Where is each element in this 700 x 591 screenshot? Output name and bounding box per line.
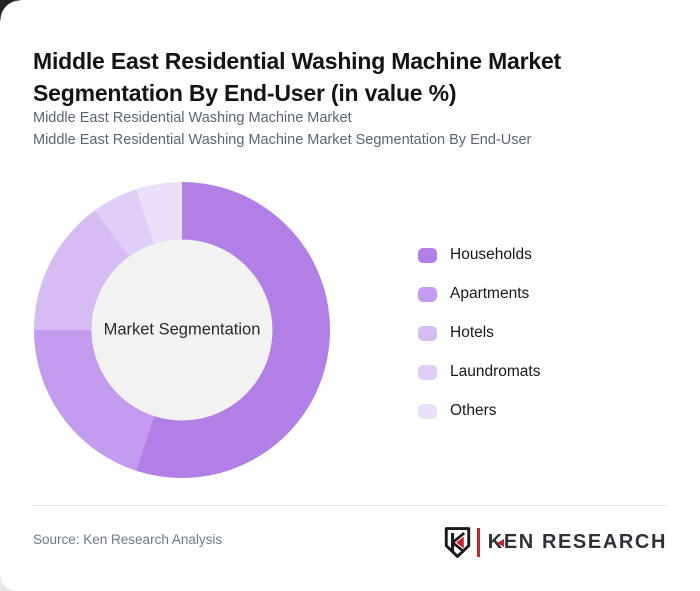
legend-label: Hotels bbox=[450, 324, 494, 341]
legend-label: Others bbox=[450, 402, 497, 419]
logo-red-triangle-icon bbox=[497, 538, 505, 547]
ken-research-shield-icon bbox=[444, 526, 471, 559]
page-title-line2: Segmentation By End-User (in value %) bbox=[33, 80, 457, 107]
legend-swatch bbox=[418, 403, 437, 419]
logo-wordmark: K EN RESEARCH bbox=[488, 531, 667, 554]
logo-divider-bar bbox=[476, 528, 480, 557]
window-corner-top-left bbox=[0, 0, 20, 20]
donut-center-label: Market Segmentation bbox=[103, 320, 261, 339]
chart-legend: Households Apartments Hotels Laundromats… bbox=[418, 246, 541, 442]
legend-item: Households bbox=[418, 246, 540, 263]
legend-swatch bbox=[418, 286, 437, 302]
logo-rest-letters: EN RESEARCH bbox=[503, 531, 667, 553]
legend-swatch bbox=[418, 325, 437, 341]
ken-research-logo: K EN RESEARCH bbox=[444, 526, 667, 559]
legend-item: Apartments bbox=[418, 285, 540, 302]
donut-center: Market Segmentation bbox=[91, 239, 273, 421]
legend-label: Laundromats bbox=[450, 363, 541, 380]
page-title: Middle East Residential Washing Machine … bbox=[33, 45, 673, 109]
chart-subtitle: Middle East Residential Washing Machine … bbox=[33, 108, 673, 151]
chart-subtitle-line1: Middle East Residential Washing Machine … bbox=[33, 110, 352, 126]
legend-label: Apartments bbox=[450, 285, 530, 302]
window-corner-bottom-left bbox=[0, 575, 16, 591]
source-text: Source: Ken Research Analysis bbox=[33, 532, 223, 547]
legend-item: Others bbox=[418, 402, 540, 419]
legend-item: Laundromats bbox=[418, 363, 541, 380]
legend-label: Households bbox=[450, 246, 532, 263]
donut-chart: Market Segmentation bbox=[34, 182, 330, 478]
legend-swatch bbox=[418, 247, 437, 263]
logo-k-letter: K bbox=[487, 531, 504, 553]
legend-item: Hotels bbox=[418, 324, 540, 341]
chart-subtitle-line2: Middle East Residential Washing Machine … bbox=[33, 131, 532, 148]
legend-swatch bbox=[418, 364, 437, 380]
page-title-line1: Middle East Residential Washing Machine … bbox=[33, 48, 562, 75]
footer-divider bbox=[33, 505, 667, 506]
